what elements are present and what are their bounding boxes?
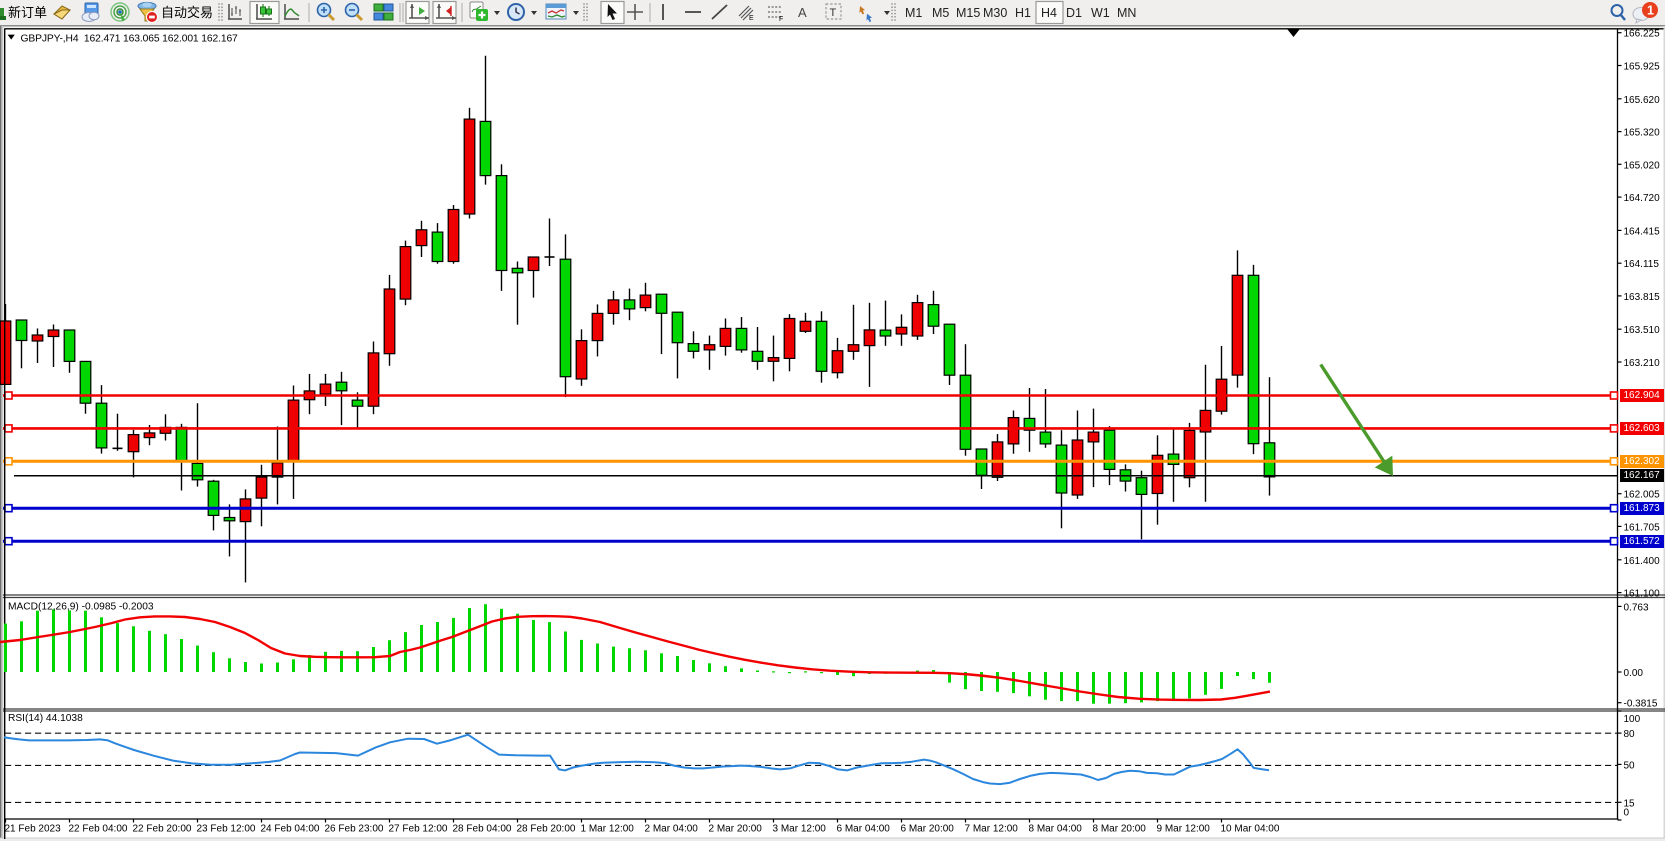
svg-text:9 Mar 12:00: 9 Mar 12:00 (1157, 824, 1211, 835)
svg-text:50: 50 (1624, 760, 1636, 771)
svg-text:-0.3815: -0.3815 (1624, 699, 1658, 710)
svg-text:163.510: 163.510 (1624, 325, 1661, 336)
svg-text:D1: D1 (1066, 6, 1082, 20)
svg-text:新订单: 新订单 (8, 5, 47, 20)
svg-text:M1: M1 (905, 6, 922, 20)
svg-text:6 Mar 20:00: 6 Mar 20:00 (901, 824, 955, 835)
svg-text:MACD(12,26,9) -0.0985 -0.2003: MACD(12,26,9) -0.0985 -0.2003 (8, 602, 154, 613)
svg-text:E: E (749, 15, 754, 22)
svg-text:2 Mar 04:00: 2 Mar 04:00 (645, 824, 699, 835)
svg-text:M15: M15 (956, 6, 980, 20)
svg-text:165.020: 165.020 (1624, 160, 1661, 171)
svg-text:自动交易: 自动交易 (161, 5, 213, 20)
svg-text:RSI(14) 44.1038: RSI(14) 44.1038 (8, 713, 83, 724)
svg-text:M5: M5 (932, 6, 949, 20)
svg-text:0.00: 0.00 (1624, 668, 1644, 679)
svg-text:7 Mar 12:00: 7 Mar 12:00 (965, 824, 1019, 835)
svg-text:W1: W1 (1091, 6, 1110, 20)
svg-text:H4: H4 (1041, 6, 1057, 20)
svg-text:165.320: 165.320 (1624, 128, 1661, 139)
svg-text:1 Mar 12:00: 1 Mar 12:00 (581, 824, 635, 835)
svg-text:22 Feb 04:00: 22 Feb 04:00 (69, 824, 128, 835)
svg-text:8 Mar 04:00: 8 Mar 04:00 (1029, 824, 1083, 835)
svg-text:6 Mar 04:00: 6 Mar 04:00 (837, 824, 891, 835)
svg-text:164.415: 164.415 (1624, 226, 1661, 237)
svg-text:F: F (779, 16, 783, 23)
svg-text:GBPJPY-,H4 162.471 163.065 16: GBPJPY-,H4 162.471 163.065 162.001 162.1… (21, 33, 239, 44)
svg-text:3 Mar 12:00: 3 Mar 12:00 (773, 824, 827, 835)
svg-text:28 Feb 20:00: 28 Feb 20:00 (517, 824, 576, 835)
svg-text:22 Feb 20:00: 22 Feb 20:00 (133, 824, 192, 835)
svg-text:165.620: 165.620 (1624, 95, 1661, 106)
svg-text:2 Mar 20:00: 2 Mar 20:00 (709, 824, 763, 835)
svg-text:161.100: 161.100 (1624, 589, 1661, 600)
svg-text:163.815: 163.815 (1624, 292, 1661, 303)
svg-text:161.400: 161.400 (1624, 556, 1661, 567)
svg-text:26 Feb 23:00: 26 Feb 23:00 (325, 824, 384, 835)
svg-text:162.005: 162.005 (1624, 490, 1661, 501)
svg-text:1: 1 (1647, 4, 1654, 18)
svg-text:10 Mar 04:00: 10 Mar 04:00 (1221, 824, 1280, 835)
svg-text:161.705: 161.705 (1624, 522, 1661, 533)
svg-text:8 Mar 20:00: 8 Mar 20:00 (1093, 824, 1147, 835)
svg-text:165.925: 165.925 (1624, 62, 1661, 73)
svg-text:28 Feb 04:00: 28 Feb 04:00 (453, 824, 512, 835)
svg-text:21 Feb 2023: 21 Feb 2023 (5, 824, 62, 835)
svg-text:H1: H1 (1015, 6, 1031, 20)
svg-text:0.763: 0.763 (1624, 602, 1649, 613)
svg-text:A: A (798, 5, 807, 20)
svg-text:166.225: 166.225 (1624, 29, 1661, 40)
svg-text:164.720: 164.720 (1624, 193, 1661, 204)
svg-text:80: 80 (1624, 729, 1636, 740)
svg-text:T: T (830, 7, 837, 19)
svg-text:24 Feb 04:00: 24 Feb 04:00 (261, 824, 320, 835)
svg-text:0: 0 (1624, 807, 1630, 818)
svg-text:27 Feb 12:00: 27 Feb 12:00 (389, 824, 448, 835)
svg-text:164.115: 164.115 (1624, 259, 1660, 270)
svg-text:100: 100 (1624, 714, 1641, 725)
svg-text:163.210: 163.210 (1624, 358, 1661, 369)
svg-text:M30: M30 (983, 6, 1007, 20)
svg-text:15: 15 (1624, 798, 1636, 809)
svg-text:MN: MN (1117, 6, 1136, 20)
svg-text:23 Feb 12:00: 23 Feb 12:00 (197, 824, 256, 835)
